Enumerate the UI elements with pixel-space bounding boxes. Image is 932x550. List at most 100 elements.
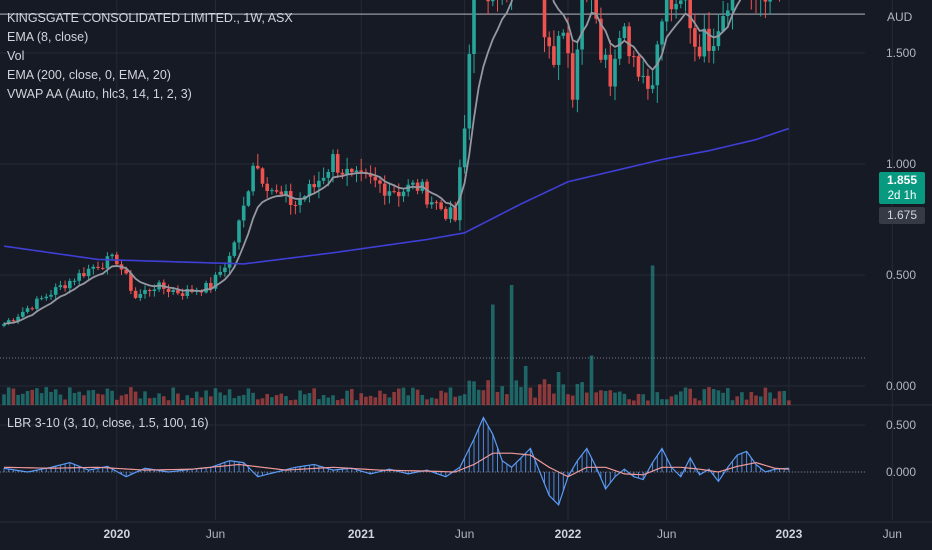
candle-body <box>30 308 34 310</box>
volume-bar <box>91 389 96 405</box>
y-axis[interactable]: 0.0000.5001.0001.5002.0002.5003.0000.000… <box>886 0 916 479</box>
candle-body <box>688 0 692 29</box>
volume-bar <box>58 394 63 405</box>
candle-body <box>176 290 180 294</box>
candle-body <box>39 298 44 300</box>
candle-body <box>241 205 246 221</box>
volume-bar <box>415 389 420 405</box>
candle-body <box>444 208 448 219</box>
volume-bar <box>566 394 570 405</box>
volume-bar <box>350 389 354 405</box>
currency-label[interactable]: AUD <box>887 10 913 24</box>
volume-bar <box>749 391 754 405</box>
candle-body <box>35 298 39 309</box>
volume-bar <box>476 389 481 405</box>
volume-bar <box>528 387 533 405</box>
volume-bar <box>166 400 171 405</box>
x-axis[interactable]: 2020 Jun 2021 Jun 2022 Jun 2023 Jun <box>103 527 902 541</box>
candle-body <box>373 176 378 181</box>
candle-body <box>105 256 110 269</box>
candle-body <box>368 173 373 177</box>
candle-body <box>547 37 551 47</box>
volume-bar <box>303 394 307 405</box>
candle-body <box>570 53 575 100</box>
volume-bar <box>754 395 758 405</box>
candle-body <box>204 282 208 293</box>
candle-body <box>730 0 735 11</box>
candle-body <box>25 308 30 312</box>
volume-bar <box>495 391 500 405</box>
candle-body <box>632 56 636 58</box>
volume-bar <box>523 366 528 405</box>
volume-bar <box>223 395 227 405</box>
volume-bar <box>650 265 655 405</box>
volume-bar <box>702 389 707 405</box>
volume-bar <box>68 387 72 405</box>
candle-body <box>6 320 11 324</box>
candle-body <box>68 280 72 289</box>
volume-bar <box>641 394 645 405</box>
candle-body <box>669 0 674 10</box>
candle-body <box>49 294 53 297</box>
candle-body <box>491 0 495 2</box>
volume-bar <box>439 390 443 405</box>
legend-vwap[interactable]: VWAP AA (Auto, hlc3, 14, 1, 2, 3) <box>7 87 192 101</box>
osc-tick-label: 0.000 <box>886 465 916 479</box>
volume-bar <box>425 399 429 405</box>
volume-bar <box>190 398 194 405</box>
candle-body <box>237 220 241 243</box>
volume-bar <box>594 392 598 405</box>
volume-bar <box>735 396 739 405</box>
legend-ema[interactable]: EMA (8, close) <box>7 30 89 44</box>
volume-bar <box>740 392 744 405</box>
candle-body <box>768 0 772 2</box>
y-tick-label: 0.000 <box>886 379 916 393</box>
x-tick-label: Jun <box>883 527 902 541</box>
volume-bar <box>608 390 613 405</box>
legend-ema200[interactable]: EMA (200, close, 0, EMA, 20) <box>7 68 171 82</box>
candle-body <box>350 168 354 173</box>
legend-vol[interactable]: Vol <box>7 49 25 63</box>
candle-body <box>227 255 232 268</box>
candle-body <box>232 242 237 256</box>
volume-bar <box>500 386 504 405</box>
ema-8-line <box>3 0 742 325</box>
candle-body <box>763 0 768 2</box>
volume-bar <box>35 388 39 405</box>
volume-bar <box>147 398 152 405</box>
candle-body <box>721 15 725 32</box>
volume-bar <box>293 399 298 405</box>
candle-body <box>622 26 627 38</box>
volume-bar <box>11 388 16 405</box>
volume-bar <box>411 387 415 405</box>
volume-bar <box>260 398 265 405</box>
volume-bar <box>486 380 490 405</box>
candle-body <box>486 0 490 2</box>
candle-body <box>340 172 345 175</box>
candle-body <box>91 266 96 269</box>
candle-body <box>335 154 340 173</box>
volume-bar <box>30 389 34 405</box>
volume-bar <box>570 395 575 405</box>
volume-bar <box>359 393 363 405</box>
legend-oscillator[interactable]: LBR 3-10 (3, 10, close, 1.5, 100, 16) <box>7 416 209 430</box>
volume-bar <box>86 390 91 405</box>
candle-body <box>288 191 293 205</box>
candle-body <box>679 0 683 4</box>
candle-body <box>650 85 655 89</box>
volume-bar <box>556 372 561 405</box>
candle-body <box>664 0 669 22</box>
candle-body <box>166 288 171 293</box>
volume-bar <box>317 399 321 405</box>
volume-bar <box>401 387 406 405</box>
volume-bar <box>162 396 166 405</box>
moving-averages <box>3 0 790 325</box>
candle-body <box>462 128 467 168</box>
candle-body <box>378 180 382 184</box>
volume-bar <box>180 400 185 405</box>
candle-body <box>392 191 396 193</box>
candle-body <box>298 199 302 206</box>
candle-body <box>53 287 58 295</box>
symbol-title[interactable]: KINGSGATE CONSOLIDATED LIMITED., 1W, ASX <box>7 11 293 25</box>
